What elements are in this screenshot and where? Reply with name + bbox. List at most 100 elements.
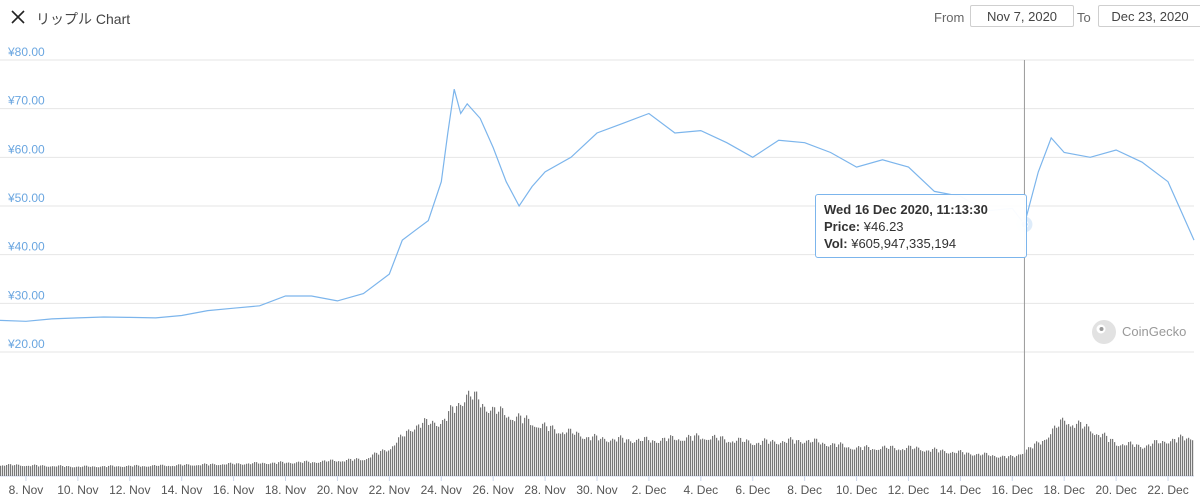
volume-bar [614,439,616,476]
volume-bar [524,417,526,476]
volume-bar [974,455,976,476]
x-tick-label: 10. Dec [836,483,877,497]
volume-bar [1090,431,1092,476]
volume-bar [176,465,178,476]
volume-bar [946,453,948,476]
volume-bar [726,442,728,476]
volume-bar [484,406,486,476]
x-tick-label: 8. Nov [9,483,44,497]
volume-bar [1052,428,1054,476]
volume-bar [664,437,666,476]
volume-bar [782,441,784,476]
volume-bar [108,465,110,476]
volume-bar [660,440,662,476]
volume-bar [136,464,138,476]
x-tick-label: 18. Dec [1044,483,1085,497]
volume-bar [62,466,64,476]
from-date-input[interactable] [970,5,1074,27]
volume-bar [976,454,978,476]
x-tick-label: 30. Nov [576,483,617,497]
volume-bar [842,443,844,476]
volume-bar [218,465,220,476]
volume-bar [252,463,254,476]
volume-bar [1188,437,1190,476]
volume-bar [1012,456,1014,476]
volume-bar [420,427,422,476]
volume-bar [404,436,406,476]
volume-bar [894,448,896,476]
volume-bar [336,461,338,476]
volume-bar [446,420,448,476]
volume-bar [1040,444,1042,476]
volume-bar [310,463,312,476]
volume-bar [554,429,556,476]
volume-bar [510,419,512,476]
volume-bar [96,467,98,476]
volume-bar [822,442,824,476]
volume-bar [514,421,516,476]
volume-bar [892,445,894,476]
volume-bar [82,466,84,476]
volume-bar [442,420,444,476]
volume-bar [516,416,518,476]
volume-bar [288,462,290,476]
volume-bar [324,460,326,476]
volume-bar [944,451,946,476]
volume-bar [512,419,514,476]
volume-bar [876,450,878,476]
volume-bar [740,437,742,476]
volume-bar [162,464,164,476]
volume-bar [190,465,192,476]
volume-bar [1030,447,1032,476]
volume-bar [330,459,332,476]
volume-bar [92,466,94,476]
volume-bar [604,438,606,476]
close-icon[interactable] [8,7,28,27]
volume-bar [232,463,234,476]
volume-bar [1134,446,1136,476]
x-tick-label: 26. Nov [472,483,513,497]
volume-bar [332,459,334,476]
volume-bar [298,461,300,476]
volume-bar [132,466,134,476]
volume-bar [1056,427,1058,476]
volume-bar [220,464,222,476]
volume-bar [456,406,458,476]
volume-bar [696,433,698,476]
volume-bar [954,452,956,476]
volume-bar [28,465,30,476]
volume-bar [924,451,926,476]
volume-bar [1094,435,1096,476]
volume-bar [210,464,212,476]
volume-bar [74,467,76,476]
volume-bar [326,461,328,476]
volume-bar [1162,441,1164,476]
volume-bar [550,425,552,476]
volume-bar [820,444,822,476]
volume-bar [240,464,242,476]
volume-bar [850,448,852,476]
volume-bar [1152,443,1154,476]
volume-bar [1088,426,1090,476]
volume-bar [290,463,292,476]
volume-bar [1038,442,1040,476]
volume-bar [640,440,642,476]
volume-bar [1160,443,1162,476]
volume-bar [384,450,386,476]
volume-bar [1044,439,1046,476]
volume-bar [734,442,736,476]
volume-bar [102,466,104,476]
volume-bar [762,440,764,476]
volume-bar [888,448,890,476]
volume-bar [1002,455,1004,476]
volume-bar [394,445,396,476]
volume-bar [104,466,106,476]
volume-bar [1114,442,1116,476]
volume-bar [370,457,372,476]
volume-bar [1146,445,1148,476]
volume-bar [568,428,570,476]
y-tick-label: ¥30.00 [7,288,45,302]
volume-bar [1066,424,1068,476]
to-date-input[interactable] [1098,5,1200,27]
